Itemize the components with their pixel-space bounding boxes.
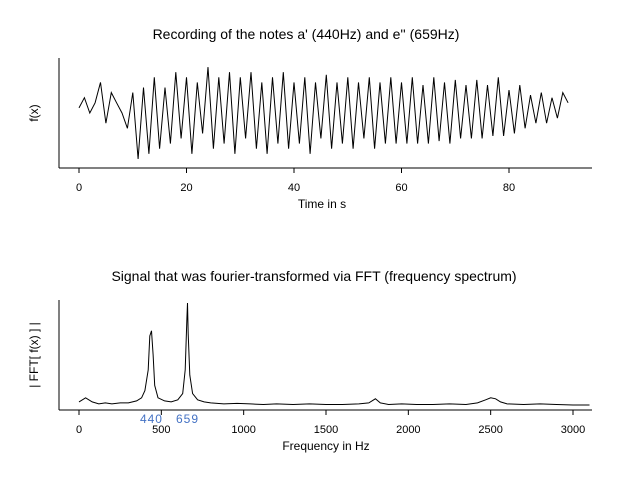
chart-title: Signal that was fourier-transformed via … [111,268,516,284]
x-axis-label: Time in s [298,197,346,211]
x-tick-label: 1500 [314,424,338,436]
x-tick-label: 80 [503,182,515,194]
x-tick-label: 2500 [478,424,502,436]
y-axis-label: f(x) [27,104,41,121]
x-tick-label: 1000 [231,424,255,436]
x-tick-label: 0 [76,182,82,194]
peak-label-659: 659 [176,412,199,426]
peak-label-440: 440 [140,412,163,426]
waveform-line [78,67,569,159]
spectrum-line [78,302,590,406]
x-tick-label: 500 [152,424,170,436]
x-axis-label: Frequency in Hz [282,439,369,453]
x-tick-label: 40 [288,182,300,194]
panel-time-signal: Recording of the notes a' (440Hz) and e'… [27,26,592,211]
y-axis-label: | FFT[ f(x) ] | [27,322,41,388]
x-tick-label: 3000 [561,424,585,436]
x-ticks: 0 500 1000 1500 2000 2500 3000 [76,410,585,436]
x-ticks: 0 20 40 60 80 [76,168,515,194]
panel-frequency-spectrum: Signal that was fourier-transformed via … [27,268,592,453]
x-tick-label: 2000 [396,424,420,436]
peak-annotations: 440 659 [140,412,199,426]
chart-title: Recording of the notes a' (440Hz) and e'… [153,26,460,42]
x-tick-label: 0 [76,424,82,436]
x-tick-label: 60 [395,182,407,194]
x-tick-label: 20 [180,182,192,194]
